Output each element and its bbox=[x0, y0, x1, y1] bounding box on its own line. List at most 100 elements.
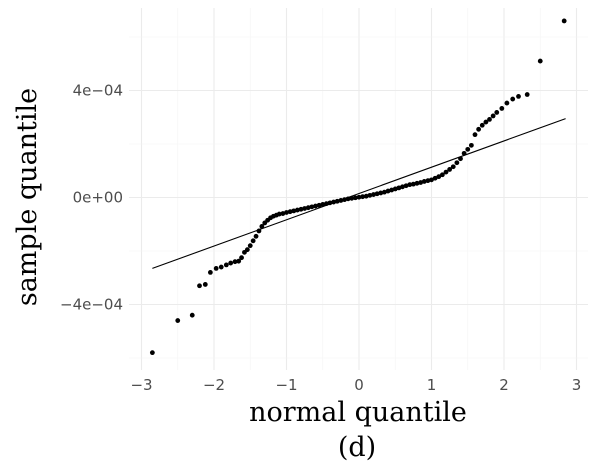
data-point bbox=[250, 238, 256, 244]
data-point bbox=[561, 18, 567, 24]
data-point bbox=[253, 233, 259, 239]
data-point bbox=[407, 182, 413, 188]
data-point bbox=[247, 243, 253, 249]
reference-line bbox=[152, 118, 566, 269]
data-point bbox=[352, 195, 358, 201]
data-point bbox=[323, 201, 329, 207]
data-point bbox=[334, 198, 340, 204]
x-tick-label: 0 bbox=[354, 376, 364, 394]
data-point bbox=[465, 146, 471, 152]
data-point bbox=[414, 180, 420, 186]
data-point bbox=[371, 192, 376, 197]
data-point bbox=[479, 122, 485, 128]
data-point bbox=[189, 312, 195, 318]
data-point bbox=[487, 116, 492, 122]
data-point bbox=[345, 196, 351, 202]
data-point bbox=[510, 96, 516, 102]
y-axis-ticks: −4e−04 0e+00 4e−04 bbox=[60, 82, 123, 314]
data-point bbox=[316, 202, 322, 208]
x-axis-title: normal quantile bbox=[249, 397, 467, 428]
x-tick-label: 1 bbox=[427, 376, 437, 394]
y-tick-label: −4e−04 bbox=[60, 296, 123, 314]
data-point bbox=[313, 203, 318, 209]
data-point bbox=[389, 187, 395, 193]
data-point bbox=[450, 164, 456, 170]
data-point bbox=[381, 189, 387, 195]
data-point bbox=[338, 198, 344, 203]
data-point bbox=[458, 156, 463, 162]
data-point bbox=[385, 188, 391, 194]
data-point bbox=[276, 211, 282, 217]
y-tick-label: 0e+00 bbox=[73, 189, 123, 207]
x-axis-ticks: −3 −2 −1 0 1 2 3 bbox=[130, 376, 581, 394]
data-point bbox=[439, 172, 445, 178]
data-point bbox=[302, 206, 308, 211]
data-point bbox=[287, 209, 293, 215]
data-point bbox=[468, 142, 474, 148]
data-point bbox=[259, 223, 265, 229]
data-point bbox=[447, 167, 453, 172]
data-point bbox=[537, 58, 543, 64]
plot-grid bbox=[129, 8, 588, 370]
data-points bbox=[149, 18, 567, 356]
x-tick-label: 2 bbox=[499, 376, 509, 394]
data-point bbox=[244, 247, 250, 253]
x-tick-label: 3 bbox=[572, 376, 582, 394]
data-point bbox=[429, 177, 434, 183]
data-point bbox=[483, 119, 489, 125]
data-point bbox=[149, 350, 155, 356]
y-tick-label: 4e−04 bbox=[73, 82, 123, 100]
data-point bbox=[236, 258, 242, 264]
data-point bbox=[232, 259, 238, 265]
data-point bbox=[218, 264, 224, 270]
data-point bbox=[291, 208, 297, 214]
data-point bbox=[327, 200, 333, 206]
data-point bbox=[400, 184, 405, 190]
data-point bbox=[331, 199, 337, 205]
data-point bbox=[403, 183, 409, 189]
data-point bbox=[421, 179, 427, 184]
data-point bbox=[524, 92, 530, 97]
data-point bbox=[356, 194, 362, 200]
x-tick-label: −2 bbox=[203, 376, 225, 394]
data-point bbox=[228, 260, 234, 266]
data-point bbox=[223, 262, 229, 268]
data-point bbox=[410, 181, 416, 187]
data-point bbox=[298, 206, 304, 212]
data-point bbox=[294, 207, 300, 213]
data-point bbox=[207, 270, 213, 275]
data-point bbox=[516, 93, 521, 99]
data-point bbox=[374, 191, 380, 197]
data-point bbox=[342, 197, 347, 203]
data-point bbox=[425, 178, 431, 184]
x-tick-label: −3 bbox=[130, 376, 152, 394]
data-point bbox=[504, 100, 510, 106]
data-point bbox=[367, 192, 373, 198]
data-point bbox=[461, 150, 467, 156]
data-point bbox=[309, 204, 315, 210]
data-point bbox=[392, 186, 398, 192]
data-point bbox=[378, 190, 384, 196]
data-point bbox=[284, 210, 289, 215]
data-point bbox=[472, 132, 478, 138]
figure-caption: (d) bbox=[338, 432, 376, 463]
data-point bbox=[256, 228, 262, 234]
data-point bbox=[202, 282, 208, 287]
data-point bbox=[436, 174, 442, 180]
data-point bbox=[197, 283, 202, 289]
data-point bbox=[239, 255, 244, 261]
data-point bbox=[175, 318, 181, 323]
data-point bbox=[349, 195, 355, 201]
data-point bbox=[320, 202, 326, 207]
data-point bbox=[418, 180, 424, 185]
data-point bbox=[432, 175, 438, 181]
data-point bbox=[363, 193, 369, 199]
data-point bbox=[396, 185, 402, 191]
data-point bbox=[305, 205, 311, 211]
data-point bbox=[280, 211, 286, 216]
data-point bbox=[499, 106, 505, 111]
y-axis-title: sample quantile bbox=[12, 88, 43, 306]
data-point bbox=[476, 126, 482, 132]
data-point bbox=[490, 113, 496, 119]
